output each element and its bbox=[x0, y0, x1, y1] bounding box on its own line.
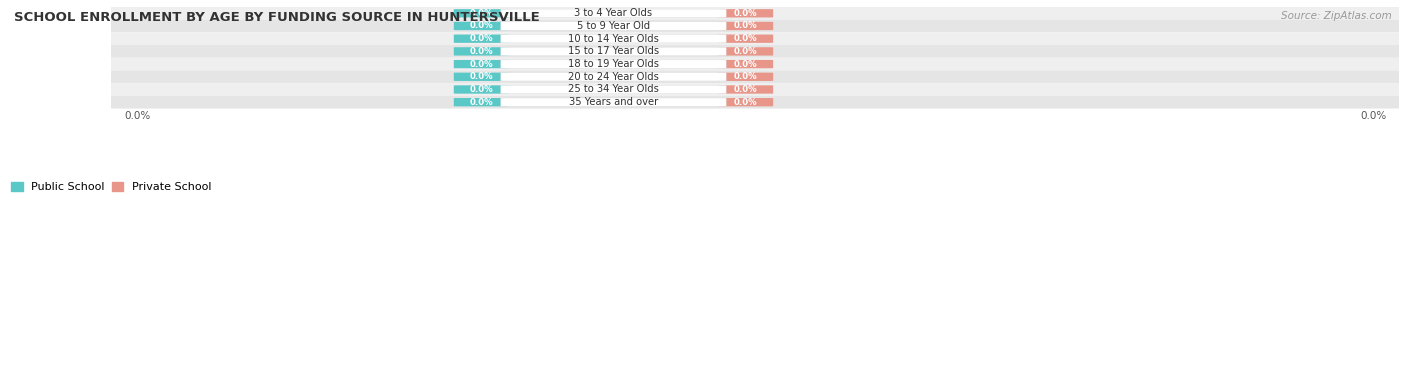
FancyBboxPatch shape bbox=[718, 85, 773, 93]
FancyBboxPatch shape bbox=[501, 73, 725, 81]
Text: 0.0%: 0.0% bbox=[734, 34, 758, 43]
Text: 0.0%: 0.0% bbox=[124, 111, 150, 121]
FancyBboxPatch shape bbox=[718, 22, 773, 30]
Text: 0.0%: 0.0% bbox=[470, 72, 494, 81]
Text: 3 to 4 Year Olds: 3 to 4 Year Olds bbox=[575, 8, 652, 18]
Text: 0.0%: 0.0% bbox=[734, 72, 758, 81]
FancyBboxPatch shape bbox=[98, 45, 1406, 58]
FancyBboxPatch shape bbox=[501, 9, 725, 17]
FancyBboxPatch shape bbox=[718, 60, 773, 68]
Text: 0.0%: 0.0% bbox=[470, 21, 494, 31]
FancyBboxPatch shape bbox=[718, 73, 773, 81]
FancyBboxPatch shape bbox=[454, 47, 509, 55]
FancyBboxPatch shape bbox=[98, 83, 1406, 96]
FancyBboxPatch shape bbox=[501, 85, 725, 94]
FancyBboxPatch shape bbox=[718, 9, 773, 17]
Text: 5 to 9 Year Old: 5 to 9 Year Old bbox=[576, 21, 650, 31]
Text: 0.0%: 0.0% bbox=[470, 60, 494, 69]
FancyBboxPatch shape bbox=[454, 73, 509, 81]
FancyBboxPatch shape bbox=[501, 35, 725, 43]
FancyBboxPatch shape bbox=[718, 98, 773, 106]
FancyBboxPatch shape bbox=[501, 22, 725, 30]
Text: 0.0%: 0.0% bbox=[734, 98, 758, 107]
FancyBboxPatch shape bbox=[454, 35, 509, 43]
FancyBboxPatch shape bbox=[454, 22, 509, 30]
FancyBboxPatch shape bbox=[501, 98, 725, 106]
FancyBboxPatch shape bbox=[98, 96, 1406, 109]
Text: 0.0%: 0.0% bbox=[734, 47, 758, 56]
Text: 20 to 24 Year Olds: 20 to 24 Year Olds bbox=[568, 72, 659, 82]
FancyBboxPatch shape bbox=[454, 98, 509, 106]
Legend: Public School, Private School: Public School, Private School bbox=[7, 177, 215, 196]
Text: SCHOOL ENROLLMENT BY AGE BY FUNDING SOURCE IN HUNTERSVILLE: SCHOOL ENROLLMENT BY AGE BY FUNDING SOUR… bbox=[14, 11, 540, 24]
FancyBboxPatch shape bbox=[501, 60, 725, 68]
Text: 0.0%: 0.0% bbox=[470, 98, 494, 107]
FancyBboxPatch shape bbox=[98, 58, 1406, 70]
Text: 18 to 19 Year Olds: 18 to 19 Year Olds bbox=[568, 59, 659, 69]
FancyBboxPatch shape bbox=[98, 32, 1406, 45]
Text: 0.0%: 0.0% bbox=[470, 47, 494, 56]
Text: 0.0%: 0.0% bbox=[734, 60, 758, 69]
Text: 10 to 14 Year Olds: 10 to 14 Year Olds bbox=[568, 34, 659, 44]
Text: 0.0%: 0.0% bbox=[734, 9, 758, 18]
Text: 0.0%: 0.0% bbox=[1360, 111, 1386, 121]
Text: 25 to 34 Year Olds: 25 to 34 Year Olds bbox=[568, 84, 659, 95]
FancyBboxPatch shape bbox=[454, 85, 509, 93]
Text: 0.0%: 0.0% bbox=[734, 85, 758, 94]
Text: 35 Years and over: 35 Years and over bbox=[569, 97, 658, 107]
FancyBboxPatch shape bbox=[454, 60, 509, 68]
Text: 0.0%: 0.0% bbox=[470, 9, 494, 18]
FancyBboxPatch shape bbox=[454, 9, 509, 17]
Text: 0.0%: 0.0% bbox=[470, 85, 494, 94]
Text: 0.0%: 0.0% bbox=[470, 34, 494, 43]
Text: 0.0%: 0.0% bbox=[734, 21, 758, 31]
FancyBboxPatch shape bbox=[98, 20, 1406, 32]
FancyBboxPatch shape bbox=[501, 47, 725, 55]
FancyBboxPatch shape bbox=[98, 70, 1406, 83]
FancyBboxPatch shape bbox=[98, 7, 1406, 20]
FancyBboxPatch shape bbox=[718, 35, 773, 43]
Text: Source: ZipAtlas.com: Source: ZipAtlas.com bbox=[1281, 11, 1392, 21]
FancyBboxPatch shape bbox=[718, 47, 773, 55]
Text: 15 to 17 Year Olds: 15 to 17 Year Olds bbox=[568, 46, 659, 57]
